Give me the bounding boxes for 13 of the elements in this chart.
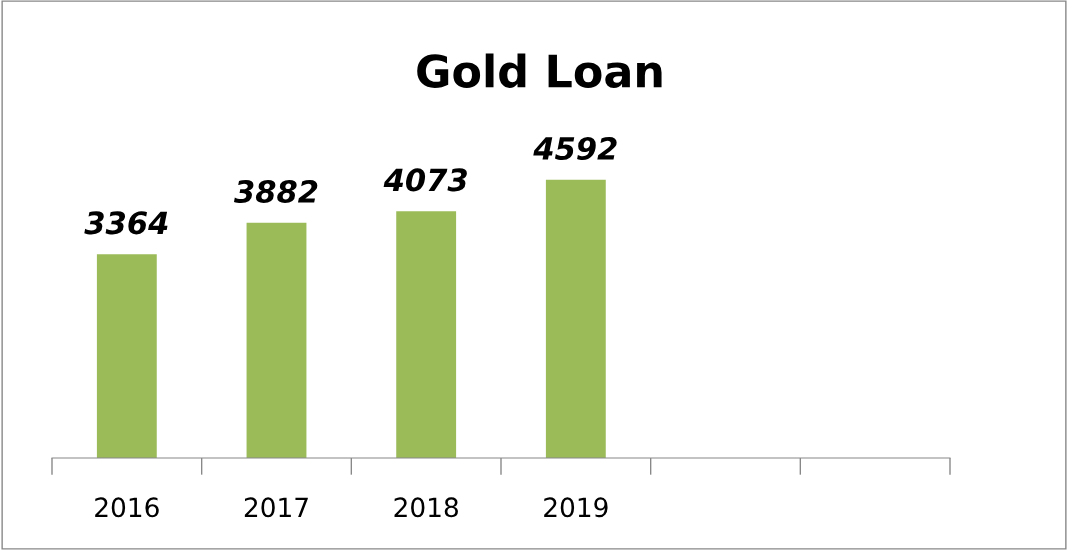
bar: [396, 211, 457, 458]
bar: [96, 254, 157, 458]
bar: [545, 179, 606, 458]
data-label: 4592: [533, 136, 617, 161]
chart-title: Gold Loan: [417, 53, 662, 88]
x-tick-label: 2018: [394, 497, 458, 518]
x-tick-label: 2016: [95, 497, 159, 518]
bar: [246, 222, 307, 458]
data-label: 4073: [383, 168, 467, 192]
x-tick-label: 2017: [244, 497, 308, 518]
data-label: 3882: [233, 179, 318, 204]
data-label: 3364: [84, 211, 168, 235]
x-tick-label: 2019: [544, 497, 608, 518]
